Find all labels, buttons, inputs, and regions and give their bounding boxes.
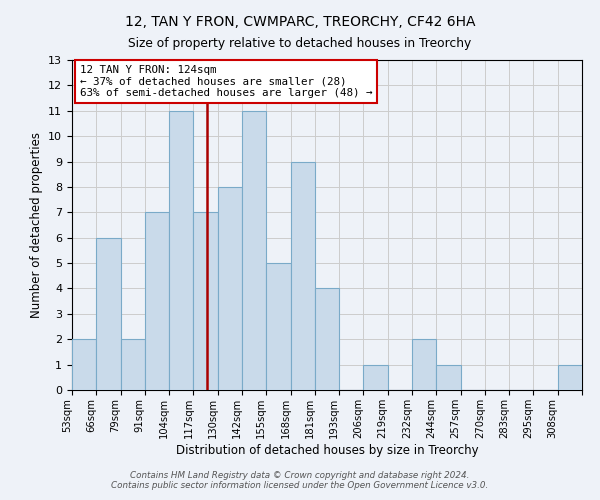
Bar	[266, 263, 290, 390]
Y-axis label: Number of detached properties: Number of detached properties	[29, 132, 43, 318]
Bar	[193, 212, 218, 390]
Bar	[436, 364, 461, 390]
Bar	[169, 111, 193, 390]
Text: Size of property relative to detached houses in Treorchy: Size of property relative to detached ho…	[128, 38, 472, 51]
Bar	[121, 339, 145, 390]
Bar	[364, 364, 388, 390]
Bar	[145, 212, 169, 390]
Text: 12, TAN Y FRON, CWMPARC, TREORCHY, CF42 6HA: 12, TAN Y FRON, CWMPARC, TREORCHY, CF42 …	[125, 15, 475, 29]
Bar	[558, 364, 582, 390]
Bar	[290, 162, 315, 390]
Text: Contains HM Land Registry data © Crown copyright and database right 2024.
Contai: Contains HM Land Registry data © Crown c…	[112, 470, 488, 490]
Text: 12 TAN Y FRON: 124sqm
← 37% of detached houses are smaller (28)
63% of semi-deta: 12 TAN Y FRON: 124sqm ← 37% of detached …	[80, 65, 372, 98]
Bar	[96, 238, 121, 390]
Bar	[315, 288, 339, 390]
Bar	[72, 339, 96, 390]
Bar	[412, 339, 436, 390]
X-axis label: Distribution of detached houses by size in Treorchy: Distribution of detached houses by size …	[176, 444, 478, 456]
Bar	[242, 111, 266, 390]
Bar	[218, 187, 242, 390]
